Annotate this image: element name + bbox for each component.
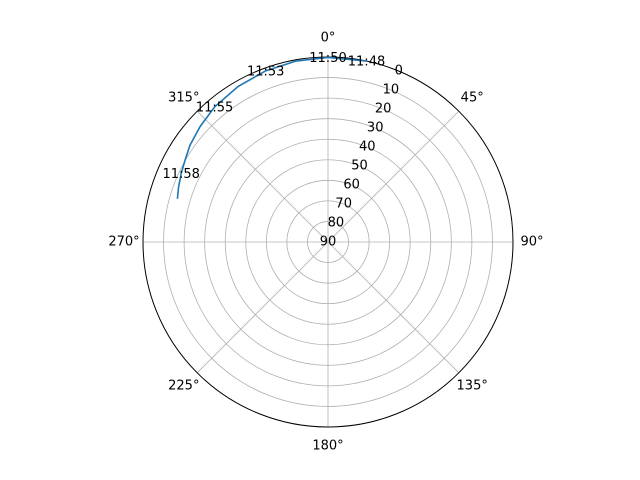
theta-tick-label: 135° — [457, 379, 488, 394]
time-annotation: 11:55 — [196, 100, 233, 115]
r-tick-label: 0 — [395, 64, 403, 79]
theta-tick-label: 90° — [520, 235, 543, 250]
time-annotation: 11:58 — [162, 167, 199, 182]
time-annotation: 11:50 — [309, 51, 346, 66]
time-annotation: 11:53 — [247, 64, 284, 79]
r-tick-label: 10 — [383, 83, 400, 98]
r-tick-label: 60 — [343, 178, 360, 193]
theta-gridline-135 — [327, 241, 460, 374]
theta-gridline-315 — [196, 110, 329, 243]
r-tick-label: 20 — [375, 102, 392, 117]
r-tick-label: 90 — [320, 235, 337, 250]
theta-tick-label: 45° — [461, 90, 484, 105]
r-tick-label: 30 — [367, 121, 384, 136]
theta-tick-label: 315° — [168, 90, 199, 105]
series-layer — [176, 56, 367, 199]
r-tick-label: 70 — [335, 197, 352, 212]
theta-tick-label: 0° — [321, 31, 336, 46]
r-tick-label: 40 — [359, 140, 376, 155]
theta-tick-label: 270° — [108, 235, 139, 250]
theta-gridline-45 — [327, 110, 460, 243]
grid-layer — [142, 56, 514, 428]
time-annotation: 11:48 — [348, 55, 385, 70]
theta-tick-label: 225° — [168, 379, 199, 394]
r-tick-label: 80 — [328, 216, 345, 231]
series-line-0 — [176, 56, 367, 199]
r-tick-label: 50 — [351, 159, 368, 174]
theta-gridline-225 — [196, 241, 329, 374]
label-layer: 0° 45° 90° 135° 180° 225° 270° 315° 0 10 20 30 40 50 6… — [108, 31, 543, 454]
theta-tick-label: 180° — [312, 439, 343, 454]
